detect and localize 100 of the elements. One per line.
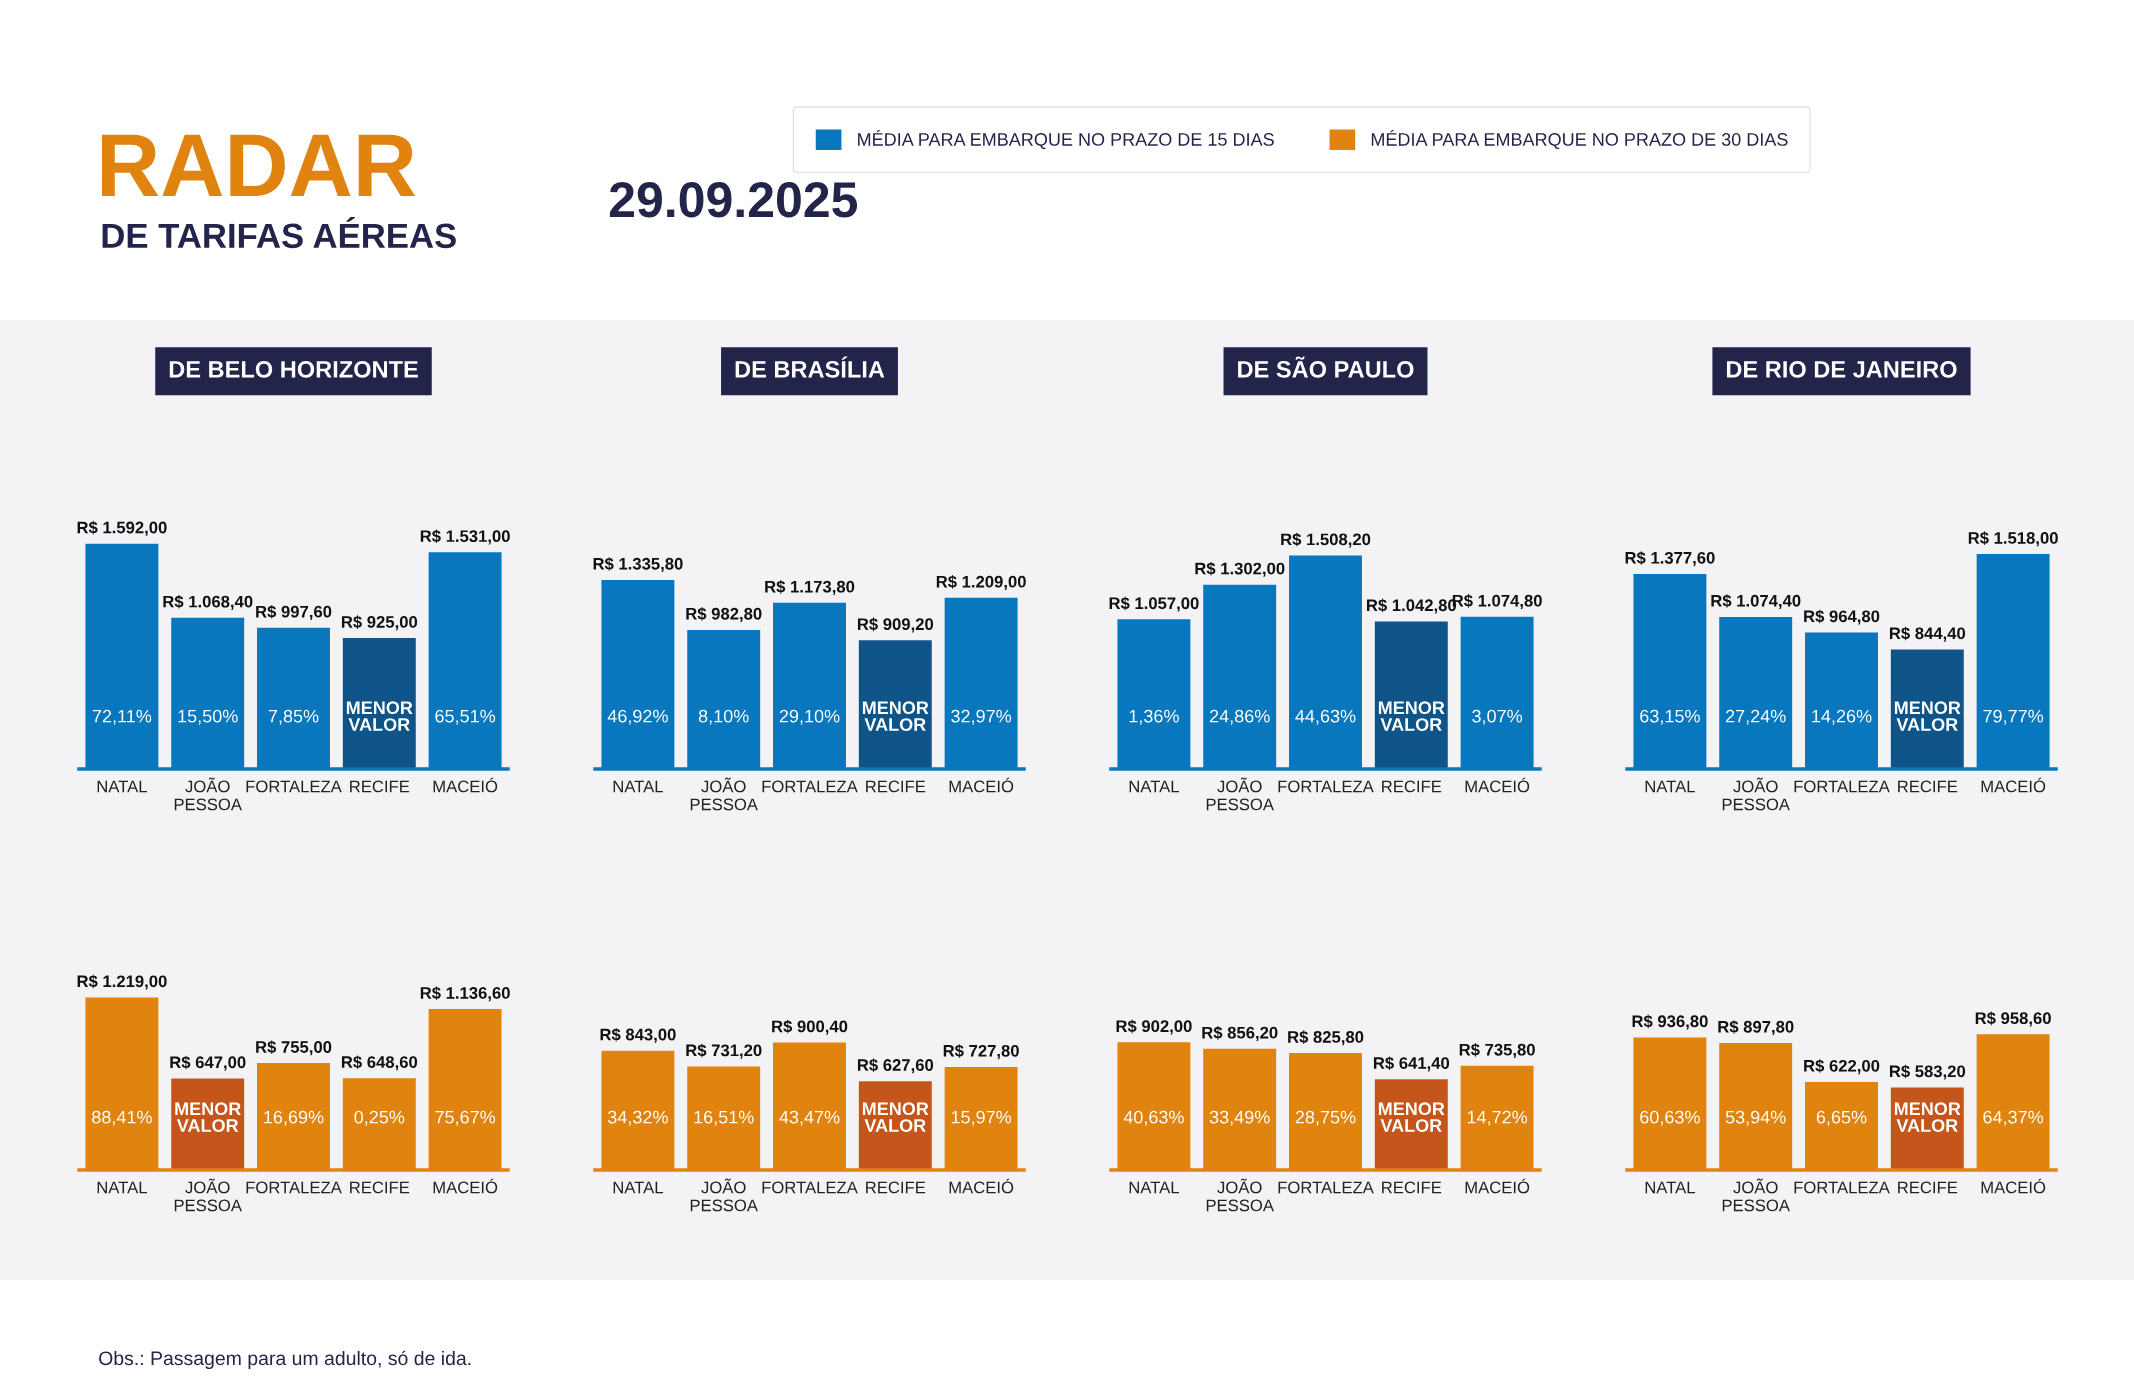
data-label: R$ 1.068,40	[163, 594, 253, 610]
annotation: 16,51%	[694, 1110, 754, 1126]
annotation: 34,32%	[607, 1110, 668, 1126]
annotation: 79,77%	[1983, 709, 2044, 725]
x-tick-label: MACEIÓ	[1465, 1178, 1530, 1194]
data-label: R$ 1.209,00	[936, 575, 1026, 591]
data-label: R$ 964,80	[1804, 609, 1880, 625]
x-tick-label: FORTALEZA	[1278, 780, 1374, 793]
data-label: R$ 648,60	[341, 1055, 418, 1071]
x-tick-label: MACEIÓ	[1981, 777, 2046, 793]
data-label: R$ 583,20	[1889, 1064, 1966, 1080]
data-label: R$ 1.377,60	[1625, 551, 1715, 567]
x-tick-label: MACEIÓ	[433, 1178, 498, 1194]
data-label: R$ 1.335,80	[593, 557, 683, 573]
data-label: R$ 755,00	[256, 1040, 332, 1056]
x-tick-label: MACEIÓ	[1981, 1178, 2046, 1194]
annotation: 88,41%	[92, 1110, 152, 1126]
annotation: 75,67%	[435, 1110, 496, 1126]
chart-title: DE BRASÍLIA	[735, 356, 885, 378]
data-label: R$ 727,80	[943, 1044, 1019, 1060]
annotation: MENOR VALOR	[1894, 1102, 1961, 1132]
x-tick-label: FORTALEZA	[246, 780, 342, 793]
data-label: R$ 902,00	[1116, 1019, 1192, 1035]
chart-title: DE BELO HORIZONTE	[169, 360, 418, 378]
data-label: R$ 1.136,60	[420, 986, 510, 1002]
bar	[1374, 621, 1448, 769]
annotation: 14,72%	[1467, 1110, 1528, 1126]
data-label: R$ 1.173,80	[765, 580, 855, 596]
annotation: MENOR VALOR	[862, 701, 929, 731]
x-tick-label: RECIFE	[866, 1181, 926, 1194]
data-label: R$ 909,20	[857, 617, 934, 633]
x-tick-label: RECIFE	[1898, 1181, 1958, 1194]
x-tick-label: NATAL	[1645, 1181, 1695, 1194]
x-tick-label: JOÃO PESSOA	[1206, 1178, 1274, 1212]
text: 29.09.2025	[609, 182, 858, 218]
annotation: 60,63%	[1640, 1110, 1700, 1126]
data-label: R$ 1.057,00	[1109, 596, 1199, 612]
x-tick-label: RECIFE	[1382, 780, 1442, 793]
annotation: 15,50%	[178, 709, 238, 725]
x-tick-label: FORTALEZA	[762, 780, 858, 793]
x-tick-label: MACEIÓ	[433, 777, 498, 793]
data-label: R$ 856,20	[1202, 1026, 1278, 1041]
annotation: 64,37%	[1983, 1110, 2044, 1126]
x-tick-label: RECIFE	[350, 1181, 410, 1194]
data-label: R$ 641,40	[1373, 1056, 1450, 1072]
x-tick-label: FORTALEZA	[1794, 780, 1890, 793]
x-tick-label: RECIFE	[866, 780, 926, 793]
annotation: MENOR VALOR	[346, 701, 413, 731]
annotation: 72,11%	[92, 709, 152, 725]
annotation: 53,94%	[1725, 1110, 1786, 1126]
x-tick-label: RECIFE	[1382, 1181, 1442, 1194]
x-tick-label: RECIFE	[350, 780, 410, 793]
chart-title: DE SÃO PAULO	[1238, 356, 1414, 378]
x-tick-label: FORTALEZA	[762, 1181, 858, 1194]
data-label: R$ 925,00	[341, 615, 418, 631]
bar	[342, 638, 416, 769]
data-label: R$ 1.592,00	[77, 520, 167, 536]
x-tick-label: MACEIÓ	[1465, 777, 1530, 793]
annotation: 43,47%	[779, 1110, 840, 1126]
x-tick-label: MACEIÓ	[949, 777, 1014, 793]
x-tick-label: NATAL	[97, 1181, 147, 1194]
data-label: R$ 622,00	[1804, 1059, 1880, 1075]
x-tick-label: RECIFE	[1898, 780, 1958, 793]
x-tick-label: JOÃO PESSOA	[690, 777, 758, 811]
data-label: R$ 1.074,40	[1711, 594, 1801, 610]
x-tick-label: MACEIÓ	[949, 1178, 1014, 1194]
x-tick-label: JOÃO PESSOA	[1206, 777, 1274, 811]
annotation: 15,97%	[951, 1110, 1012, 1126]
annotation: MENOR VALOR	[862, 1102, 929, 1132]
annotation: 6,65%	[1816, 1110, 1867, 1126]
data-label: R$ 1.531,00	[420, 529, 510, 545]
data-label: R$ 627,60	[857, 1058, 934, 1074]
x-tick-label: NATAL	[1129, 1181, 1179, 1194]
data-label: R$ 936,80	[1632, 1014, 1708, 1030]
data-label: R$ 843,00	[600, 1027, 676, 1043]
annotation: 65,51%	[435, 709, 496, 725]
annotation: 8,10%	[698, 709, 749, 725]
text: DE TARIFAS AÉREAS	[102, 217, 456, 249]
data-label: R$ 897,80	[1718, 1020, 1794, 1036]
data-label: R$ 900,40	[772, 1019, 848, 1035]
bar	[1890, 649, 1964, 769]
annotation: 46,92%	[607, 709, 668, 725]
data-label: R$ 1.302,00	[1195, 561, 1285, 577]
chart-title: DE RIO DE JANEIRO	[1726, 360, 1957, 378]
data-label: R$ 1.219,00	[77, 974, 167, 990]
annotation: 0,25%	[354, 1110, 405, 1126]
annotation: 29,10%	[779, 709, 840, 725]
data-label: R$ 647,00	[170, 1055, 246, 1071]
annotation: 3,07%	[1472, 709, 1523, 725]
data-label: R$ 735,80	[1459, 1043, 1535, 1059]
annotation: 27,24%	[1725, 709, 1786, 725]
annotation: MENOR VALOR	[175, 1102, 241, 1132]
data-label: R$ 982,80	[686, 607, 762, 623]
data-label: R$ 1.508,20	[1281, 532, 1371, 548]
x-tick-label: NATAL	[97, 780, 147, 793]
text: RADAR	[101, 134, 416, 196]
data-label: R$ 1.518,00	[1968, 531, 2058, 547]
annotation: 7,85%	[268, 709, 319, 725]
bar	[858, 640, 932, 769]
annotation: 1,36%	[1129, 709, 1179, 725]
